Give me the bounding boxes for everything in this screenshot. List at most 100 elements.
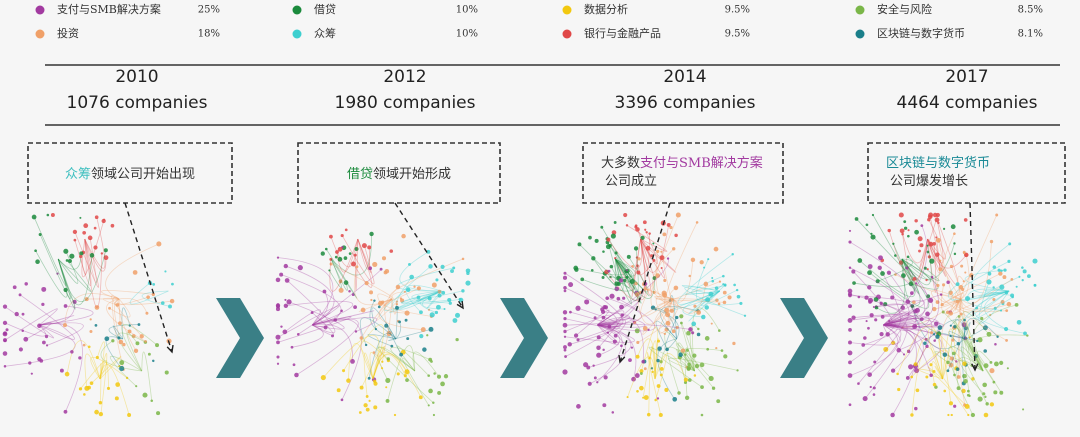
callout-segment: 区块链与数字货币 [886, 155, 990, 171]
network-edge [372, 353, 408, 380]
network-edge [108, 324, 139, 340]
network-edge [849, 322, 896, 363]
callout-arrowhead [456, 300, 464, 310]
network-node [711, 279, 715, 283]
network-node [985, 402, 989, 406]
network-edge [575, 258, 627, 276]
network-edge [659, 306, 699, 340]
network-edge [655, 298, 725, 303]
network-node [364, 281, 369, 286]
network-node [929, 373, 933, 378]
network-node [707, 258, 710, 261]
network-node [292, 363, 296, 367]
network-node [1003, 268, 1007, 272]
network-node [683, 377, 689, 382]
network-node [867, 326, 870, 330]
network-edge [577, 307, 621, 327]
network-node [732, 341, 736, 346]
network-edge [942, 328, 957, 380]
network-edge [655, 295, 675, 332]
network-edge [121, 324, 158, 372]
labels: 支付与SMB解决方案 25% 借贷 10% 数据分析 9.5% 安全与风险 8.5% 投资 18%… [27, 2, 1066, 372]
network-edge [892, 243, 916, 293]
network-node [89, 381, 94, 385]
network-node [1005, 309, 1009, 313]
network-node [955, 299, 959, 304]
network-node [867, 270, 872, 276]
network-edge [284, 309, 321, 333]
network-node [666, 257, 670, 260]
network-edge [927, 219, 944, 264]
network-node [642, 220, 647, 225]
network-edge [947, 322, 971, 371]
network-node [593, 376, 597, 380]
network-node [686, 330, 691, 336]
network-node [690, 257, 696, 263]
network-node [946, 360, 950, 365]
network-node [925, 375, 929, 379]
network-edge [883, 318, 945, 328]
network-node [912, 324, 918, 329]
network-node [580, 277, 585, 282]
network-edge [369, 352, 383, 380]
network-node [396, 372, 400, 376]
network-edge [684, 285, 726, 295]
network-edge [960, 298, 1003, 310]
network-node [390, 344, 394, 348]
network-node [923, 266, 927, 270]
network-node [680, 321, 683, 325]
network-node [614, 251, 618, 255]
network-edge [100, 340, 142, 372]
network-node [968, 336, 971, 339]
network-node [353, 253, 357, 257]
network-node [72, 229, 78, 235]
network-node [1011, 295, 1014, 299]
network-node [657, 339, 661, 343]
network-node [1006, 367, 1009, 370]
network-edge [286, 280, 336, 334]
network-node [994, 361, 999, 367]
network-node [646, 412, 651, 417]
network-node [567, 342, 572, 347]
network-node [338, 279, 343, 284]
network-edge [974, 290, 1026, 334]
network-node [280, 325, 283, 328]
network-edge [371, 307, 397, 340]
network-node [5, 328, 9, 332]
network-node [35, 259, 40, 265]
network-node [563, 285, 567, 290]
network-node [947, 413, 950, 417]
network-node [934, 217, 940, 223]
network-node [908, 364, 914, 370]
network-edge [57, 250, 107, 303]
network-edge [650, 214, 679, 310]
network-edge [601, 227, 632, 280]
network-edge [967, 290, 1010, 311]
network-node [344, 228, 348, 232]
network-node [587, 381, 592, 386]
network-node [38, 232, 42, 237]
network-edge [942, 311, 984, 372]
network-edge [883, 313, 930, 328]
network-node [948, 362, 954, 368]
network-node [936, 283, 940, 288]
network-node [926, 244, 929, 247]
legend-label: 数据分析 [584, 2, 628, 16]
network-node [874, 318, 878, 322]
network-edge [112, 296, 124, 370]
network-node [629, 278, 635, 285]
network-edge [39, 315, 75, 327]
network-node [652, 258, 656, 262]
network-node [727, 295, 732, 300]
network-node [957, 314, 961, 318]
network-node [926, 250, 930, 254]
network-node [685, 348, 689, 352]
network-edge [958, 298, 962, 377]
network-node [115, 303, 120, 307]
network-edge [277, 316, 352, 343]
network-edge [634, 298, 674, 323]
network-node [594, 238, 599, 243]
network-edge [664, 295, 674, 311]
network-node [628, 358, 632, 362]
network-node [398, 320, 401, 324]
